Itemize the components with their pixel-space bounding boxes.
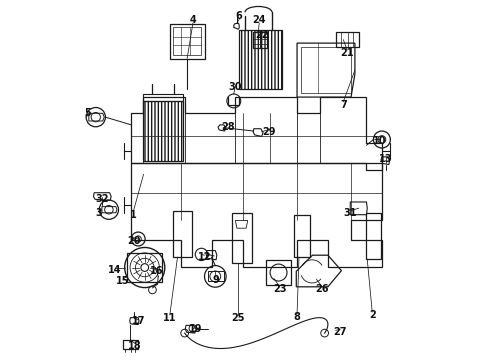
Text: 20: 20: [127, 235, 141, 246]
Bar: [367, 213, 381, 259]
Text: 1: 1: [130, 210, 137, 220]
Text: 6: 6: [236, 11, 243, 21]
Text: 10: 10: [373, 136, 387, 147]
Text: 26: 26: [316, 284, 329, 294]
Text: 28: 28: [221, 122, 234, 132]
Bar: [173, 211, 192, 257]
Bar: [173, 27, 201, 55]
Text: 14: 14: [108, 265, 122, 275]
Text: 22: 22: [256, 30, 269, 40]
Text: 32: 32: [96, 194, 109, 204]
Text: 7: 7: [340, 100, 347, 110]
Text: 12: 12: [198, 252, 211, 262]
Text: 21: 21: [341, 48, 354, 58]
Text: 9: 9: [213, 275, 220, 285]
Text: 31: 31: [343, 208, 357, 218]
Bar: [253, 32, 268, 48]
Text: 13: 13: [379, 154, 392, 164]
Bar: [301, 47, 351, 93]
Text: 24: 24: [252, 15, 266, 25]
Bar: [143, 101, 183, 161]
Bar: [208, 271, 224, 282]
Text: 18: 18: [127, 341, 141, 351]
Text: 2: 2: [369, 310, 376, 320]
Bar: [127, 253, 162, 282]
Bar: [294, 215, 310, 257]
Bar: [337, 32, 359, 47]
Text: 3: 3: [95, 208, 102, 218]
Text: 16: 16: [149, 266, 163, 276]
Text: 19: 19: [189, 324, 203, 334]
Bar: [231, 213, 251, 263]
Text: 27: 27: [334, 327, 347, 337]
Text: 15: 15: [116, 276, 129, 287]
Text: 17: 17: [131, 316, 145, 326]
Bar: [170, 24, 204, 59]
Text: 8: 8: [294, 312, 300, 322]
Text: 5: 5: [85, 108, 92, 117]
Bar: [143, 94, 183, 101]
Text: 29: 29: [263, 127, 276, 137]
Bar: [266, 260, 291, 285]
Text: 11: 11: [163, 313, 176, 323]
Bar: [239, 30, 282, 89]
Text: 25: 25: [232, 313, 245, 323]
Bar: [123, 340, 138, 348]
Text: 23: 23: [273, 284, 287, 294]
Text: 30: 30: [229, 82, 242, 93]
Text: 4: 4: [190, 15, 196, 25]
